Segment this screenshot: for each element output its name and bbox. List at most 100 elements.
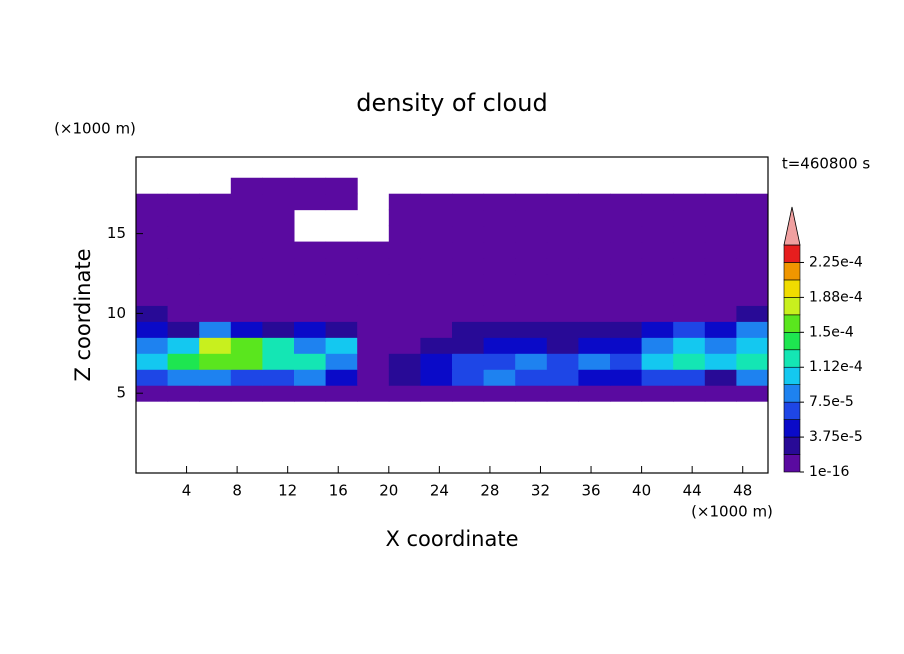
contour-cell [452, 369, 485, 386]
contour-cell [641, 225, 674, 243]
contour-cell [167, 321, 200, 338]
contour-cell [704, 369, 737, 386]
x-tick-label: 24 [430, 482, 449, 500]
x-tick-label: 32 [531, 482, 550, 500]
contour-cell [673, 337, 706, 354]
contour-cell [262, 337, 295, 354]
contour-cell [673, 193, 706, 211]
contour-cell [230, 353, 263, 370]
contour-cell [641, 369, 674, 386]
contour-cell [515, 289, 548, 306]
contour-cell [515, 353, 548, 370]
contour-cell [420, 241, 453, 259]
contour-cell [136, 209, 169, 227]
contour-cell [136, 369, 169, 386]
contour-cell [325, 193, 358, 211]
contour-cell [294, 321, 327, 338]
contour-cell [673, 209, 706, 227]
contour-cell [325, 385, 358, 402]
contour-cell [546, 225, 579, 243]
chart-title: density of cloud [356, 89, 547, 117]
contour-cell [136, 241, 169, 259]
contour-cell [167, 385, 200, 402]
contour-cell [452, 241, 485, 259]
contour-cell [230, 193, 263, 211]
contour-cell [325, 321, 358, 338]
contour-cell [136, 273, 169, 290]
contour-cell [641, 209, 674, 227]
contour-cell [420, 193, 453, 211]
colorbar-label: 3.75e-5 [809, 429, 863, 445]
contour-cell [578, 305, 611, 322]
contour-cell [294, 337, 327, 354]
contour-cell [262, 321, 295, 338]
contour-cell [578, 385, 611, 402]
contour-cell [452, 257, 485, 275]
contour-cell [230, 369, 263, 386]
contour-cell [546, 273, 579, 290]
contour-cell [578, 289, 611, 306]
contour-cell [483, 321, 516, 338]
contour-cell [736, 225, 769, 243]
contour-cell [641, 337, 674, 354]
contour-cell [136, 321, 169, 338]
contour-cell [167, 369, 200, 386]
contour-cell [452, 305, 485, 322]
contour-cell [546, 193, 579, 211]
contour-cell [388, 321, 421, 338]
contour-cell [515, 321, 548, 338]
contour-cell [578, 321, 611, 338]
colorbar-band [783, 297, 801, 316]
contour-cell [546, 369, 579, 386]
contour-cell [420, 305, 453, 322]
colorbar-band [783, 401, 801, 420]
contour-cell [262, 177, 295, 195]
contour-cell [736, 305, 769, 322]
contour-cell [704, 337, 737, 354]
y-axis-title: Z coordinate [71, 248, 95, 381]
contour-cell [230, 273, 263, 290]
contour-cell [578, 257, 611, 275]
contour-cell [610, 193, 643, 211]
contour-cell [483, 273, 516, 290]
contour-cell [736, 257, 769, 275]
contour-cell [483, 353, 516, 370]
contour-cell [199, 273, 232, 290]
contour-cell [673, 257, 706, 275]
contour-cell [704, 193, 737, 211]
contour-cell [452, 353, 485, 370]
contour-cell [736, 289, 769, 306]
contour-cell [357, 321, 390, 338]
contour-cell [736, 337, 769, 354]
contour-cell [262, 305, 295, 322]
contour-cell [610, 353, 643, 370]
contour-cell [294, 177, 327, 195]
contour-cell [262, 209, 295, 227]
x-axis-title: X coordinate [385, 527, 518, 551]
contour-cell [578, 369, 611, 386]
contour-cell [483, 369, 516, 386]
contour-cell [641, 305, 674, 322]
contour-cell [641, 193, 674, 211]
contour-cell [230, 321, 263, 338]
plot-frame [135, 156, 769, 474]
contour-cell [736, 273, 769, 290]
contour-cell [199, 321, 232, 338]
contour-cell [294, 305, 327, 322]
colorbar-band [783, 279, 801, 298]
contour-cell [199, 193, 232, 211]
colorbar-extend [783, 206, 801, 246]
contour-cell [736, 209, 769, 227]
colorbar-band [783, 436, 801, 455]
contour-cell [167, 305, 200, 322]
contour-cell [515, 257, 548, 275]
contour-cell [357, 273, 390, 290]
contour-cell [515, 209, 548, 227]
contour-cell [167, 241, 200, 259]
contour-cell [578, 273, 611, 290]
contour-cell [136, 305, 169, 322]
contour-cell [546, 257, 579, 275]
contour-cell [610, 321, 643, 338]
contour-cell [388, 305, 421, 322]
